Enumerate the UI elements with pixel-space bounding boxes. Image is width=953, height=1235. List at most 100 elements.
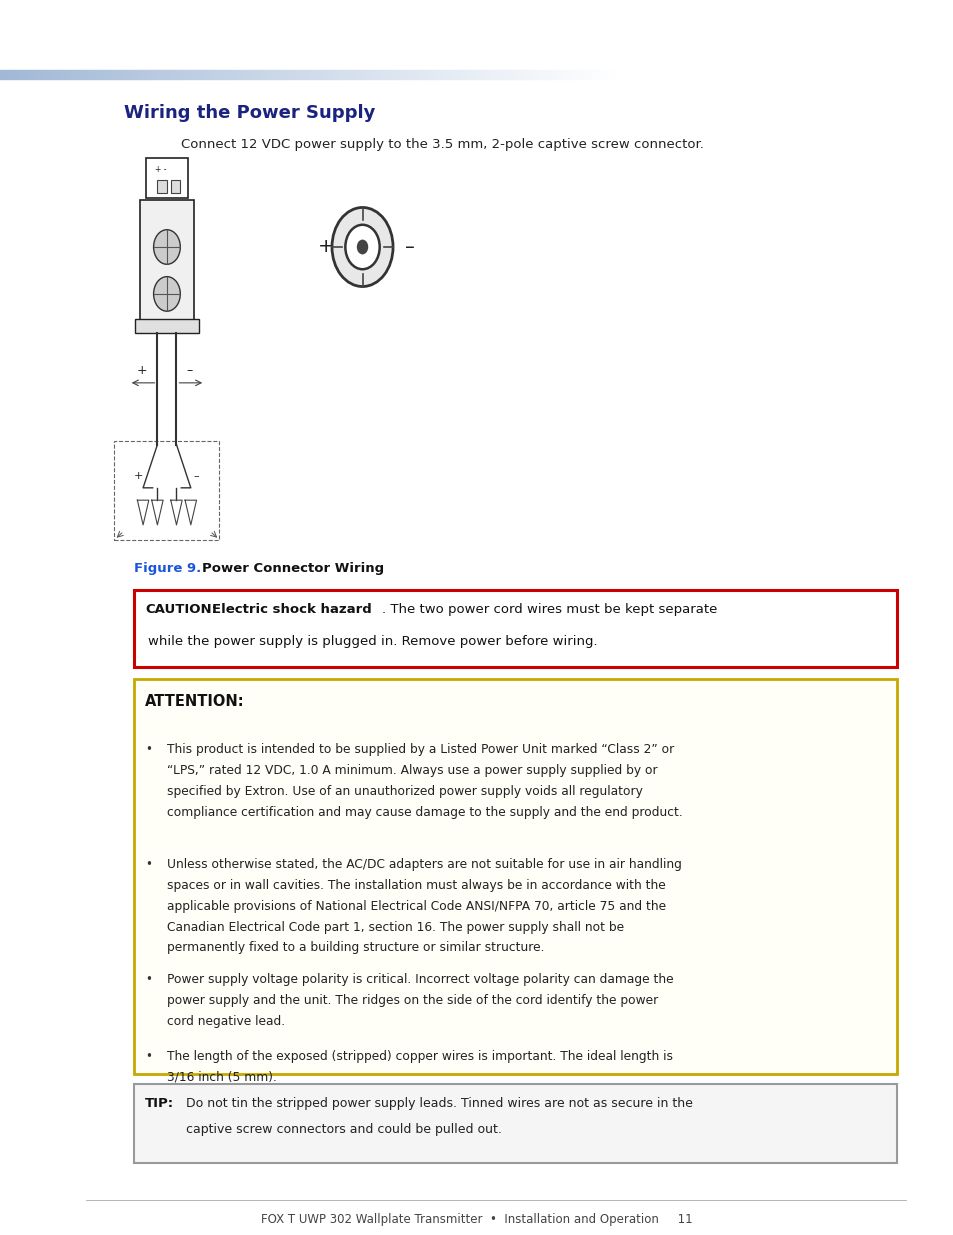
Bar (345, 70, 347, 79)
Bar (190, 70, 193, 79)
Text: CAUTION:: CAUTION: (145, 603, 216, 616)
Bar (417, 70, 419, 79)
Bar (58, 70, 60, 79)
Bar (289, 70, 292, 79)
Bar (430, 70, 432, 79)
Bar (375, 70, 377, 79)
Text: Do not tin the stripped power supply leads. Tinned wires are not as secure in th: Do not tin the stripped power supply lea… (186, 1097, 692, 1110)
Bar (434, 70, 436, 79)
Bar (246, 70, 248, 79)
Bar (157, 180, 167, 193)
Bar (492, 70, 494, 79)
Bar (14, 70, 16, 79)
Bar (120, 70, 122, 79)
Bar (598, 70, 600, 79)
Bar (469, 70, 471, 79)
Bar (151, 70, 152, 79)
Bar (576, 70, 578, 79)
Bar (44, 70, 46, 79)
Bar (145, 70, 147, 79)
Bar (225, 70, 227, 79)
Bar (308, 70, 310, 79)
Bar (30, 70, 33, 79)
Bar (357, 70, 359, 79)
Text: 3/16 inch (5 mm).: 3/16 inch (5 mm). (167, 1071, 276, 1083)
Bar (80, 70, 83, 79)
Bar (157, 70, 159, 79)
Bar (134, 319, 199, 333)
Bar (455, 70, 456, 79)
Bar (62, 70, 64, 79)
Bar (338, 70, 341, 79)
Bar (556, 70, 558, 79)
Bar (370, 70, 372, 79)
Bar (568, 70, 570, 79)
Bar (421, 70, 423, 79)
FancyBboxPatch shape (133, 679, 896, 1074)
Bar (186, 70, 188, 79)
Bar (588, 70, 591, 79)
Bar (152, 70, 154, 79)
Bar (198, 70, 200, 79)
Bar (95, 70, 97, 79)
Text: The length of the exposed (stripped) copper wires is important. The ideal length: The length of the exposed (stripped) cop… (167, 1050, 672, 1063)
Bar (161, 70, 163, 79)
Text: –: – (405, 237, 415, 257)
Bar (242, 70, 244, 79)
Bar (416, 70, 417, 79)
Bar (537, 70, 539, 79)
Text: Power supply voltage polarity is critical. Incorrect voltage polarity can damage: Power supply voltage polarity is critica… (167, 973, 673, 987)
Bar (74, 70, 76, 79)
Bar (291, 70, 294, 79)
Text: +: + (136, 364, 147, 377)
Bar (2, 70, 4, 79)
Bar (132, 70, 134, 79)
Bar (396, 70, 398, 79)
Bar (256, 70, 258, 79)
Bar (336, 70, 338, 79)
Bar (112, 70, 113, 79)
Bar (609, 70, 611, 79)
Bar (614, 70, 616, 79)
Bar (380, 70, 382, 79)
Bar (353, 70, 355, 79)
Bar (374, 70, 375, 79)
Bar (126, 70, 128, 79)
Bar (559, 70, 561, 79)
Bar (496, 70, 497, 79)
Bar (229, 70, 232, 79)
Bar (19, 70, 21, 79)
Bar (377, 70, 380, 79)
Bar (393, 70, 395, 79)
Bar (502, 70, 504, 79)
Bar (9, 70, 10, 79)
Bar (51, 70, 53, 79)
Bar (545, 70, 547, 79)
Bar (269, 70, 271, 79)
Text: This product is intended to be supplied by a Listed Power Unit marked “Class 2” : This product is intended to be supplied … (167, 743, 674, 757)
Bar (473, 70, 475, 79)
Bar (388, 70, 391, 79)
Bar (442, 70, 444, 79)
Bar (128, 70, 130, 79)
Bar (467, 70, 469, 79)
Bar (341, 70, 343, 79)
Text: “LPS,” rated 12 VDC, 1.0 A minimum. Always use a power supply supplied by or: “LPS,” rated 12 VDC, 1.0 A minimum. Alwa… (167, 764, 657, 777)
Bar (233, 70, 235, 79)
Bar (287, 70, 289, 79)
Bar (436, 70, 437, 79)
Bar (71, 70, 72, 79)
Bar (572, 70, 574, 79)
Bar (561, 70, 563, 79)
Bar (114, 441, 219, 540)
Bar (66, 70, 69, 79)
Bar (41, 70, 44, 79)
Bar (458, 70, 460, 79)
Bar (78, 70, 80, 79)
Circle shape (345, 225, 379, 269)
Bar (347, 70, 349, 79)
Text: Wiring the Power Supply: Wiring the Power Supply (124, 104, 375, 122)
Bar (89, 70, 91, 79)
Bar (175, 70, 177, 79)
Text: power supply and the unit. The ridges on the side of the cord identify the power: power supply and the unit. The ridges on… (167, 994, 658, 1007)
